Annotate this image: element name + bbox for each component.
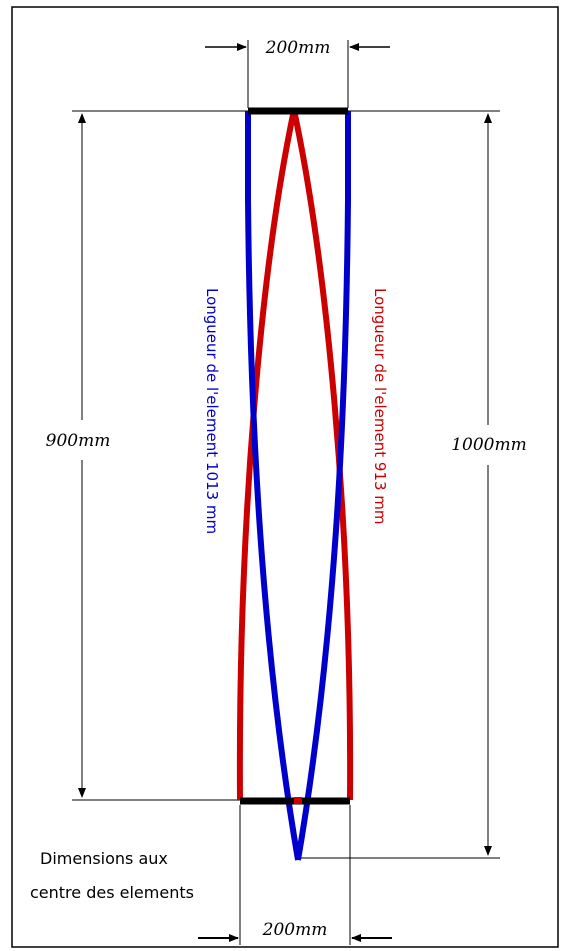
top-width-dimension: 200mm bbox=[205, 38, 390, 108]
note-line-1: Dimensions aux bbox=[40, 849, 168, 868]
blue-element bbox=[245, 111, 351, 861]
left-height-label: 900mm bbox=[46, 431, 111, 451]
blue-element-length-label: Longueur de l'element 1013 mm bbox=[203, 288, 221, 534]
blue-element-right-side bbox=[295, 111, 351, 861]
right-height-label: 1000mm bbox=[451, 435, 527, 455]
red-element-length-label: Longueur de l'element 913 mm bbox=[371, 288, 389, 525]
right-height-dimension: 1000mm bbox=[300, 110, 527, 859]
top-width-label: 200mm bbox=[265, 38, 331, 58]
red-element-right-side bbox=[291, 109, 354, 801]
bottom-width-dimension: 200mm bbox=[198, 805, 392, 945]
blue-element-left-side bbox=[245, 111, 301, 861]
left-height-dimension: 900mm bbox=[46, 110, 248, 801]
bottom-width-label: 200mm bbox=[262, 920, 328, 940]
note-line-2: centre des elements bbox=[30, 883, 194, 902]
page-border bbox=[11, 6, 559, 948]
bottom-center-mark bbox=[294, 797, 302, 804]
